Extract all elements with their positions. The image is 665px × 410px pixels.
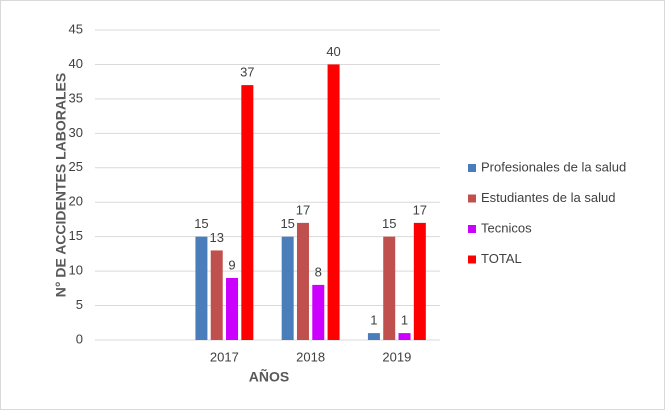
data-label: 1 xyxy=(401,313,408,328)
data-label: 17 xyxy=(413,202,427,217)
x-axis-label: AÑOS xyxy=(249,368,289,385)
bar xyxy=(367,333,380,340)
bar xyxy=(296,222,309,340)
data-label: 37 xyxy=(240,65,254,80)
legend-label: Tecnicos xyxy=(481,220,532,235)
data-label: 17 xyxy=(296,202,310,217)
legend-swatch xyxy=(468,225,476,233)
bar xyxy=(226,278,239,340)
legend-swatch xyxy=(468,255,476,264)
x-tick-label: 2017 xyxy=(210,349,239,364)
bar xyxy=(210,250,223,340)
legend-label: Profesionales de la salud xyxy=(481,159,626,174)
y-tick-label: 30 xyxy=(69,125,83,140)
legend-swatch xyxy=(468,194,476,203)
x-tick-label: 2019 xyxy=(382,349,411,364)
legend-swatch xyxy=(468,164,476,172)
bar xyxy=(383,236,396,340)
y-tick-label: 0 xyxy=(76,331,83,346)
x-tick-label: 2018 xyxy=(296,349,325,364)
y-tick-label: 5 xyxy=(76,297,83,312)
y-tick-label: 25 xyxy=(69,159,83,174)
data-label: 15 xyxy=(280,216,294,231)
y-tick-label: 15 xyxy=(69,228,83,243)
bar xyxy=(195,236,208,340)
y-tick-label: 20 xyxy=(69,194,83,209)
bar xyxy=(413,222,426,340)
bar xyxy=(398,333,411,340)
data-label: 13 xyxy=(209,230,223,245)
legend-label: Estudiantes de la salud xyxy=(481,190,615,205)
bar xyxy=(281,236,294,340)
bar xyxy=(241,85,254,340)
y-tick-label: 10 xyxy=(69,263,83,278)
data-label: 15 xyxy=(382,216,396,231)
legend-label: TOTAL xyxy=(481,251,522,266)
data-label: 15 xyxy=(194,216,208,231)
bar xyxy=(327,64,340,340)
y-axis-label: N° DE ACCIDENTES LABORALES xyxy=(53,73,69,297)
y-tick-label: 40 xyxy=(69,56,83,71)
y-tick-label: 35 xyxy=(69,90,83,105)
data-label: 40 xyxy=(326,44,340,59)
bar xyxy=(312,284,325,340)
data-label: 1 xyxy=(370,313,377,328)
data-label: 9 xyxy=(228,257,235,272)
y-tick-label: 45 xyxy=(69,21,83,36)
data-label: 8 xyxy=(315,264,322,279)
